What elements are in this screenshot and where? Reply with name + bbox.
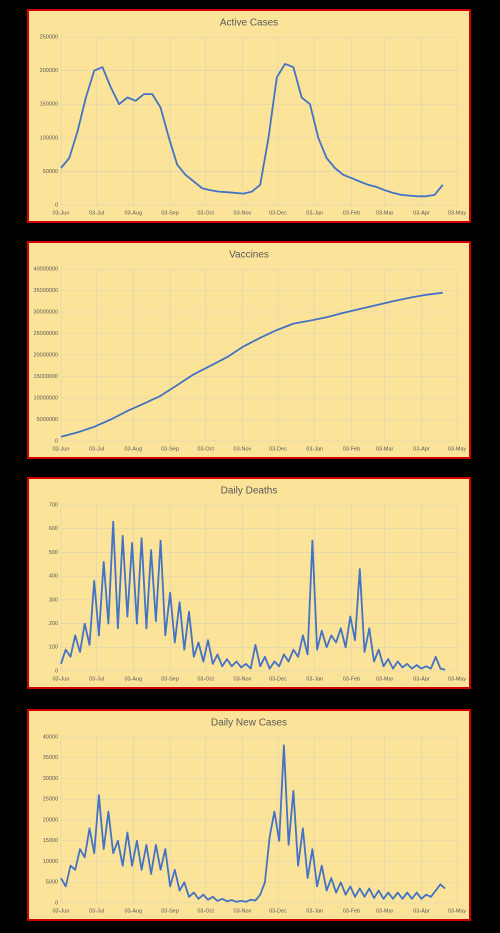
x-tick-label: 03-Oct bbox=[197, 908, 214, 914]
y-tick-label: 40000000 bbox=[34, 266, 58, 272]
x-tick-label: 03-Dec bbox=[269, 446, 287, 452]
x-tick-label: 03-Jul bbox=[89, 446, 104, 452]
y-tick-label: 250000 bbox=[40, 34, 58, 40]
x-tick-label: 03-Jun bbox=[53, 676, 70, 682]
x-tick-label: 03-May bbox=[448, 210, 467, 216]
x-tick-label: 03-May bbox=[448, 676, 467, 682]
y-tick-label: 20000 bbox=[43, 817, 58, 823]
y-tick-label: 500 bbox=[49, 550, 58, 556]
x-tick-label: 03-Nov bbox=[234, 210, 252, 216]
chart-title: Daily Deaths bbox=[221, 486, 278, 497]
x-tick-label: 03-Aug bbox=[124, 676, 142, 682]
x-tick-label: 03-Mar bbox=[376, 210, 394, 216]
x-tick-label: 03-Aug bbox=[124, 446, 142, 452]
x-tick-label: 03-Apr bbox=[413, 676, 430, 682]
x-tick-label: 03-Aug bbox=[124, 908, 142, 914]
x-tick-label: 03-Mar bbox=[376, 446, 394, 452]
y-tick-label: 35000 bbox=[43, 755, 58, 761]
y-tick-label: 600 bbox=[49, 526, 58, 532]
x-tick-label: 03-Apr bbox=[413, 210, 430, 216]
y-tick-label: 0 bbox=[55, 438, 58, 444]
y-tick-label: 25000 bbox=[43, 797, 58, 803]
y-tick-label: 15000000 bbox=[34, 374, 58, 380]
x-tick-label: 03-Jan bbox=[306, 210, 323, 216]
chart-panel: Active Cases 0 50000 100000 150000 200000 2500… bbox=[29, 11, 469, 221]
x-tick-label: 03-Jan bbox=[306, 908, 323, 914]
chart-panel: Daily New Cases 0 5000 10000 15000 20000 25000… bbox=[29, 711, 469, 919]
x-tick-label: 03-Nov bbox=[234, 908, 252, 914]
x-tick-label: 03-Jan bbox=[306, 676, 323, 682]
x-tick-label: 03-Feb bbox=[343, 446, 360, 452]
x-tick-label: 03-Jul bbox=[89, 210, 104, 216]
y-tick-label: 40000 bbox=[43, 734, 58, 740]
x-tick-label: 03-Feb bbox=[343, 210, 360, 216]
x-tick-label: 03-Aug bbox=[124, 210, 142, 216]
x-tick-label: 03-Sep bbox=[161, 908, 179, 914]
panel-bg bbox=[29, 11, 469, 221]
x-tick-label: 03-Dec bbox=[269, 210, 287, 216]
x-tick-label: 03-Apr bbox=[413, 908, 430, 914]
y-tick-label: 300 bbox=[49, 597, 58, 603]
y-tick-label: 15000 bbox=[43, 838, 58, 844]
y-tick-label: 10000 bbox=[43, 859, 58, 865]
chart-panel: Vaccines 0 5000000 10000000 15000000 20000000… bbox=[29, 243, 469, 457]
x-tick-label: 03-Oct bbox=[197, 210, 214, 216]
x-tick-label: 03-Sep bbox=[161, 446, 179, 452]
chart-title: Daily New Cases bbox=[211, 718, 287, 729]
y-tick-label: 150000 bbox=[40, 102, 58, 108]
x-tick-label: 03-Nov bbox=[234, 676, 252, 682]
x-tick-label: 03-Jul bbox=[89, 676, 104, 682]
x-tick-label: 03-Jun bbox=[53, 446, 70, 452]
y-tick-label: 100 bbox=[49, 645, 58, 651]
x-tick-label: 03-Apr bbox=[413, 446, 430, 452]
x-tick-label: 03-Sep bbox=[161, 210, 179, 216]
x-tick-label: 03-May bbox=[448, 908, 467, 914]
panel-bg bbox=[29, 711, 469, 919]
line bbox=[60, 520, 446, 671]
y-tick-label: 25000000 bbox=[34, 331, 58, 337]
y-tick-label: 200 bbox=[49, 621, 58, 627]
x-tick-label: 03-Jun bbox=[53, 908, 70, 914]
line bbox=[60, 63, 444, 198]
y-tick-label: 100000 bbox=[40, 135, 58, 141]
x-tick-label: 03-Mar bbox=[376, 676, 394, 682]
chart-title: Vaccines bbox=[229, 250, 269, 261]
x-tick-label: 03-Oct bbox=[197, 676, 214, 682]
y-tick-label: 0 bbox=[55, 900, 58, 906]
chart-panel: Daily Deaths 0 100 200 300 400 500 600 700 03-Jun… bbox=[29, 479, 469, 687]
x-tick-label: 03-Sep bbox=[161, 676, 179, 682]
x-tick-label: 03-Dec bbox=[269, 908, 287, 914]
x-tick-label: 03-Nov bbox=[234, 446, 252, 452]
x-tick-label: 03-Dec bbox=[269, 676, 287, 682]
x-tick-label: 03-Feb bbox=[343, 908, 360, 914]
y-tick-label: 0 bbox=[55, 202, 58, 208]
y-tick-label: 200000 bbox=[40, 68, 58, 74]
x-tick-label: 03-Jun bbox=[53, 210, 70, 216]
y-tick-label: 10000000 bbox=[34, 395, 58, 401]
y-tick-label: 700 bbox=[49, 502, 58, 508]
chart-title: Active Cases bbox=[220, 18, 278, 29]
y-tick-label: 30000000 bbox=[34, 309, 58, 315]
y-tick-label: 20000000 bbox=[34, 352, 58, 358]
x-tick-label: 03-Jul bbox=[89, 908, 104, 914]
x-tick-label: 03-May bbox=[448, 446, 467, 452]
line bbox=[60, 291, 443, 438]
y-tick-label: 35000000 bbox=[34, 288, 58, 294]
x-tick-label: 03-Oct bbox=[197, 446, 214, 452]
y-tick-label: 5000 bbox=[46, 880, 58, 886]
panel-bg bbox=[29, 243, 469, 457]
y-tick-label: 5000000 bbox=[37, 417, 58, 423]
y-tick-label: 400 bbox=[49, 574, 58, 580]
x-tick-label: 03-Feb bbox=[343, 676, 360, 682]
y-tick-label: 0 bbox=[55, 668, 58, 674]
y-tick-label: 30000 bbox=[43, 776, 58, 782]
x-tick-label: 03-Jan bbox=[306, 446, 323, 452]
y-tick-label: 50000 bbox=[43, 169, 58, 175]
x-tick-label: 03-Mar bbox=[376, 908, 394, 914]
line bbox=[60, 744, 446, 903]
